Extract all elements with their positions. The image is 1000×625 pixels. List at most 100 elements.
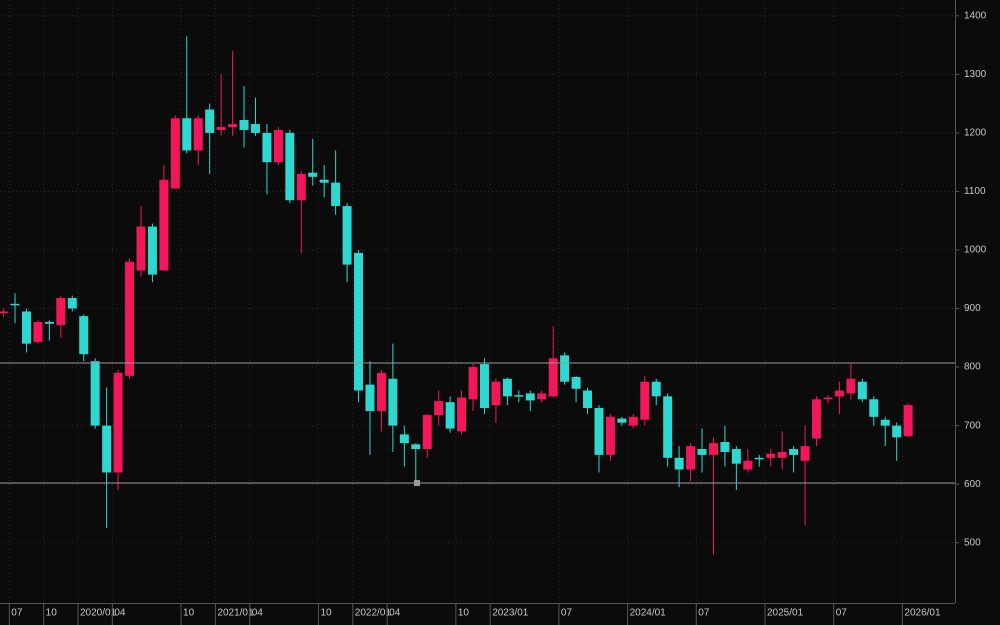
candle-body (10, 303, 20, 306)
candle-body (605, 416, 615, 455)
candle-body (640, 381, 650, 420)
candle-body (789, 449, 799, 455)
candle-body (273, 129, 283, 163)
candle-body (0, 311, 9, 314)
candle-body (537, 393, 547, 400)
candle-body (457, 397, 467, 432)
x-tick-label: 2025/01 (767, 608, 804, 619)
y-tick-label: 1200 (964, 128, 987, 139)
candle-body (777, 451, 787, 458)
candle-body (21, 311, 31, 344)
x-tick-label: 07 (698, 608, 710, 619)
candle-body (880, 419, 890, 426)
candle-body (468, 367, 478, 400)
candle-body (743, 460, 753, 470)
x-tick-label: 10 (320, 608, 332, 619)
candle-body (376, 372, 386, 411)
candle-body (834, 390, 844, 397)
candle-body (216, 127, 226, 130)
candle-body (342, 206, 352, 265)
candle-body (250, 124, 260, 133)
candle-body (571, 377, 581, 389)
candle-body (308, 172, 318, 177)
candle-body (296, 173, 306, 201)
y-tick-label: 700 (964, 420, 981, 431)
candle-body (720, 442, 730, 452)
candle-body (159, 179, 169, 271)
candle-body (869, 399, 879, 417)
y-tick-label: 500 (964, 537, 981, 548)
line-handle (414, 479, 420, 486)
candle-body (33, 321, 43, 342)
candle-body (205, 109, 215, 133)
candle-body (514, 395, 524, 397)
x-tick-label: 2022/01 (355, 608, 392, 619)
candle-body (136, 226, 146, 271)
grid (0, 0, 955, 603)
candle-body (125, 261, 135, 376)
candle-body (228, 124, 238, 128)
y-tick-label: 600 (964, 479, 981, 490)
candle-body (812, 399, 822, 439)
candle-body (113, 372, 123, 473)
candle-body (686, 446, 696, 470)
candle-body (651, 381, 661, 397)
y-tick-label: 1000 (964, 245, 987, 256)
candle-body (147, 226, 157, 275)
x-tick-label: 04 (114, 608, 126, 619)
candle-body (399, 434, 409, 444)
x-tick-label: 07 (836, 608, 848, 619)
candle-body (708, 443, 718, 455)
x-tick-label: 07 (11, 608, 23, 619)
candle-body (846, 378, 856, 394)
candle-body (731, 449, 741, 464)
candle-body (892, 425, 902, 438)
candle-body (674, 457, 684, 470)
candles (0, 36, 913, 555)
candle-body (354, 252, 364, 391)
candle-body (319, 179, 329, 183)
x-tick-label: 10 (183, 608, 195, 619)
y-tick-label: 1400 (964, 10, 987, 21)
candle-body (903, 405, 913, 437)
candle-body (754, 457, 764, 460)
candle-body (548, 358, 558, 397)
candle-body (857, 381, 867, 400)
candle-body (823, 397, 833, 400)
candle-body (239, 120, 249, 130)
candle-body (560, 355, 570, 382)
candle-body (388, 378, 398, 426)
candle-body (56, 297, 66, 325)
candle-body (331, 182, 341, 207)
candle-body (594, 408, 604, 455)
x-tick-label: 2023/01 (492, 608, 529, 619)
candle-body (44, 321, 54, 324)
candle-body (502, 378, 512, 397)
x-tick-label: 10 (458, 608, 470, 619)
x-tick-label: 2024/01 (630, 608, 667, 619)
candle-body (800, 446, 810, 461)
candle-body (182, 118, 192, 151)
x-tick-label: 2021/01 (217, 608, 254, 619)
candle-body (193, 118, 203, 151)
x-tick-label: 04 (389, 608, 401, 619)
candle-body (628, 416, 638, 426)
x-tick-label: 10 (46, 608, 58, 619)
y-tick-label: 1100 (964, 186, 986, 197)
candle-body (411, 444, 421, 450)
x-tick-label: 2020/01 (80, 608, 117, 619)
candle-body (491, 381, 501, 406)
candle-body (525, 393, 535, 401)
y-tick-label: 900 (964, 303, 981, 314)
candle-body (445, 402, 455, 429)
candle-body (479, 364, 489, 409)
candle-body (583, 390, 593, 409)
candle-body (262, 132, 272, 163)
x-tick-label: 2026/01 (904, 608, 941, 619)
candle-body (365, 384, 375, 411)
candle-body (663, 396, 673, 458)
candle-body (102, 425, 112, 473)
candle-body (285, 132, 295, 201)
